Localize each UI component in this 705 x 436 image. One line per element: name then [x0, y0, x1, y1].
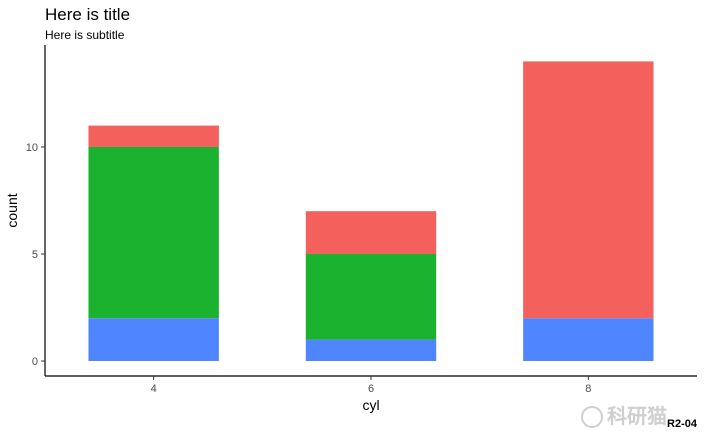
bar-8-series-3 — [523, 61, 654, 319]
x-tick-label-8: 8 — [585, 383, 591, 395]
bar-6-series-3 — [305, 211, 437, 254]
bar-8-series-1 — [523, 318, 654, 361]
corner-note: R2-04 — [667, 418, 697, 430]
bar-6-series-1 — [305, 339, 437, 361]
chart-subtitle: Here is subtitle — [45, 28, 125, 42]
watermark-logo-icon — [581, 406, 603, 428]
bar-4-series-1 — [88, 318, 219, 361]
y-tick-label-10: 10 — [26, 142, 38, 154]
bar-6-series-2 — [305, 254, 437, 340]
watermark-text: 科研猫 — [607, 406, 667, 428]
x-axis-title: cyl — [362, 397, 379, 413]
x-tick-label-4: 4 — [151, 383, 157, 395]
watermark: 科研猫 — [581, 406, 667, 428]
y-axis-title: count — [4, 193, 20, 227]
y-tick-label-0: 0 — [32, 356, 38, 368]
bar-4-series-3 — [88, 125, 219, 147]
x-tick-label-6: 6 — [368, 383, 374, 395]
y-tick-label-5: 5 — [32, 249, 38, 261]
chart-title: Here is title — [45, 5, 131, 24]
bar-4-series-2 — [88, 147, 219, 319]
